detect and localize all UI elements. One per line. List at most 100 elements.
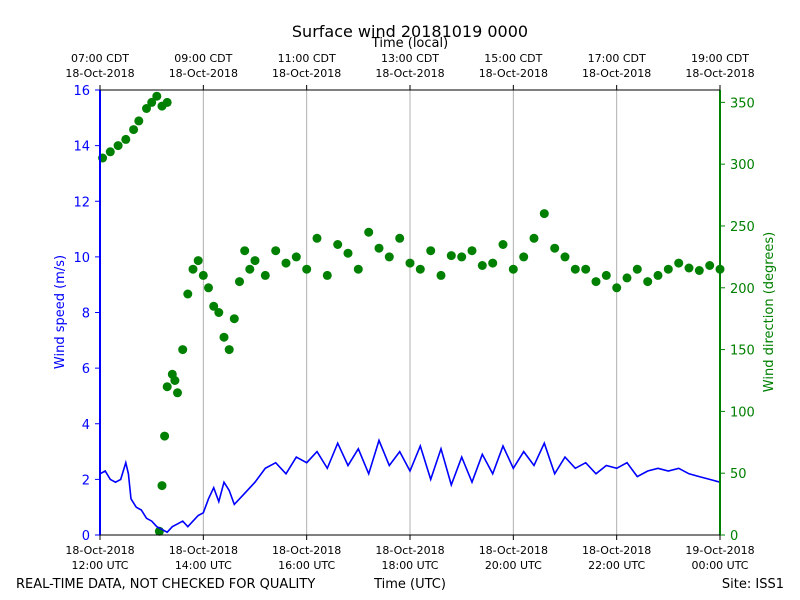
direction-point (601, 270, 611, 280)
direction-point (612, 283, 622, 293)
left-tick-label: 4 (82, 418, 90, 433)
top-tick-time: 13:00 CDT (381, 52, 439, 65)
direction-point (193, 256, 203, 266)
direction-point (560, 252, 570, 262)
left-tick-label: 12 (73, 195, 90, 210)
right-tick-label: 350 (730, 96, 755, 111)
direction-point (188, 264, 198, 274)
top-tick-date: 18-Oct-2018 (272, 67, 341, 80)
bottom-tick-date: 18-Oct-2018 (272, 544, 341, 557)
direction-point (653, 270, 663, 280)
direction-point (457, 252, 467, 262)
direction-point (178, 345, 188, 355)
top-tick-time: 19:00 CDT (691, 52, 749, 65)
direction-point (395, 233, 405, 243)
direction-point (622, 273, 632, 283)
direction-point (591, 277, 601, 287)
bottom-tick-date: 18-Oct-2018 (65, 544, 134, 557)
site-label: Site: ISS1 (722, 577, 784, 592)
top-tick-date: 18-Oct-2018 (685, 67, 754, 80)
top-tick-date: 18-Oct-2018 (65, 67, 134, 80)
direction-point (467, 246, 477, 256)
bottom-tick-time: 22:00 UTC (588, 559, 645, 572)
right-tick-label: 0 (730, 529, 738, 544)
direction-point (113, 141, 123, 151)
direction-point (364, 227, 374, 237)
left-tick-label: 16 (73, 84, 90, 99)
left-axis-ticks: 0 2 4 6 8 10 12 14 16 (73, 84, 100, 544)
bottom-tick-time: 18:00 UTC (381, 559, 438, 572)
top-tick-time: 17:00 CDT (588, 52, 646, 65)
top-tick-time: 11:00 CDT (278, 52, 336, 65)
direction-point (235, 277, 244, 287)
bottom-tick-time: 14:00 UTC (175, 559, 232, 572)
direction-point (147, 97, 157, 107)
direction-point (291, 252, 301, 262)
bottom-tick-date: 18-Oct-2018 (169, 544, 238, 557)
direction-point (550, 243, 560, 253)
left-tick-label: 2 (82, 473, 90, 488)
direction-point (694, 266, 704, 275)
direction-point (436, 270, 446, 280)
direction-point (632, 264, 642, 274)
direction-point (488, 258, 498, 268)
direction-point (162, 382, 172, 392)
direction-point (415, 264, 425, 274)
direction-point (663, 264, 673, 274)
direction-point (519, 252, 529, 262)
direction-point (142, 104, 151, 113)
direction-point (539, 209, 549, 219)
direction-point (343, 248, 353, 258)
direction-point (405, 258, 415, 268)
direction-point (705, 261, 715, 270)
quality-disclaimer: REAL-TIME DATA, NOT CHECKED FOR QUALITY (16, 577, 315, 592)
direction-point (160, 431, 170, 441)
bottom-tick-date: 18-Oct-2018 (479, 544, 548, 557)
direction-point (684, 263, 694, 273)
direction-point (229, 314, 239, 324)
direction-point (204, 283, 213, 293)
direction-point (240, 246, 250, 256)
direction-point (446, 251, 456, 261)
direction-point (426, 246, 436, 256)
top-tick-time: 09:00 CDT (174, 52, 232, 65)
top-tick-date: 18-Oct-2018 (479, 67, 548, 80)
chart-title: Surface wind 20181019 0000 (292, 22, 528, 41)
direction-point (477, 261, 487, 270)
direction-point (322, 270, 332, 280)
right-axis-ticks: 0 50 100 150 200 250 300 350 (720, 96, 755, 544)
right-tick-label: 200 (730, 282, 755, 297)
direction-point (281, 258, 291, 268)
direction-point (674, 258, 684, 268)
direction-point (250, 256, 260, 266)
direction-point (508, 264, 518, 274)
bottom-tick-date: 18-Oct-2018 (582, 544, 651, 557)
bottom-tick-time: 00:00 UTC (691, 559, 748, 572)
direction-point (183, 289, 193, 299)
direction-point (157, 481, 167, 491)
direction-point (260, 270, 270, 280)
top-axis-label: Time (local) (371, 36, 448, 51)
left-tick-label: 10 (73, 251, 90, 266)
direction-point (643, 277, 653, 287)
bottom-tick-date: 18-Oct-2018 (375, 544, 444, 557)
direction-point (134, 116, 144, 126)
left-axis-label: Wind speed (m/s) (53, 255, 68, 369)
direction-point (312, 233, 322, 243)
bottom-tick-date: 19-Oct-2018 (685, 544, 754, 557)
direction-point (162, 97, 172, 107)
top-tick-date: 18-Oct-2018 (375, 67, 444, 80)
direction-point (353, 264, 363, 274)
x-axis-label: Time (UTC) (373, 577, 446, 592)
direction-point (219, 332, 229, 342)
direction-point (384, 252, 394, 262)
left-tick-label: 0 (82, 529, 90, 544)
wind-direction-series (98, 91, 725, 536)
right-tick-label: 300 (730, 158, 755, 173)
direction-point (224, 345, 234, 355)
top-axis-ticks: 07:00 CDT 18-Oct-2018 09:00 CDT 18-Oct-2018… (65, 52, 755, 90)
top-tick-time: 15:00 CDT (484, 52, 542, 65)
bottom-axis-ticks: 18-Oct-2018 12:00 UTC 18-Oct-2018 14:00 UTC… (65, 535, 755, 572)
direction-point (105, 147, 115, 157)
